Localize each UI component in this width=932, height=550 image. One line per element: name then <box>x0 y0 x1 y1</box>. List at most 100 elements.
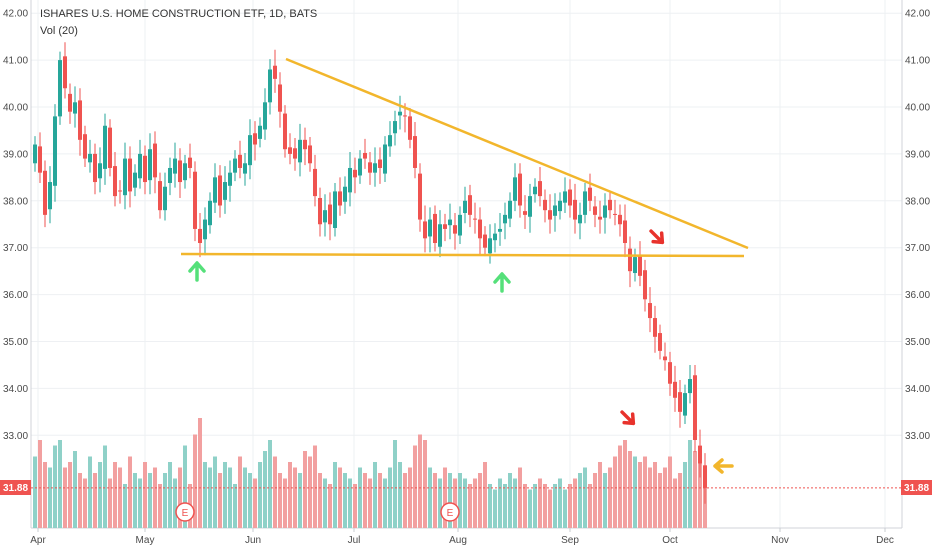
volume-bar <box>588 484 592 528</box>
candle-body <box>233 158 237 173</box>
volume-bar <box>533 484 537 528</box>
candle-body <box>293 148 297 159</box>
candle-body <box>563 191 567 203</box>
volume-bar <box>33 456 37 528</box>
volume-bar <box>523 484 527 528</box>
y-tick-label-left: 39.00 <box>3 149 28 160</box>
volume-bar <box>413 445 417 528</box>
earnings-marker[interactable]: E <box>175 502 195 522</box>
arrow-down-icon <box>620 410 636 426</box>
candle-body <box>663 356 667 361</box>
volume-bar <box>83 478 87 528</box>
arrow-left-icon <box>713 458 734 474</box>
candle-body <box>63 56 67 89</box>
x-tick-label: Oct <box>662 535 678 546</box>
earnings-marker[interactable]: E <box>440 502 460 522</box>
volume-bar <box>443 467 447 528</box>
volume-bar <box>113 462 117 528</box>
volume-bar <box>268 440 272 528</box>
volume-bar <box>693 451 697 528</box>
volume-bar <box>493 489 497 528</box>
volume-bar <box>403 473 407 528</box>
volume-bar <box>293 467 297 528</box>
volume-bar <box>323 478 327 528</box>
volume-bar <box>233 484 237 528</box>
support-trendline[interactable] <box>180 252 745 258</box>
candle-body <box>168 167 172 183</box>
candle-body <box>323 210 327 223</box>
volume-bar <box>383 478 387 528</box>
volume-bar <box>348 478 352 528</box>
candle-body <box>668 362 672 384</box>
candle-body <box>648 303 652 319</box>
y-tick-label-right: 39.00 <box>905 149 930 160</box>
candle-body <box>413 136 417 168</box>
candle-body <box>703 465 707 488</box>
candle-body <box>108 127 112 168</box>
volume-bar <box>483 462 487 528</box>
volume-bar <box>208 467 212 528</box>
candle-body <box>343 186 347 202</box>
volume-bar <box>528 489 532 528</box>
y-tick-label-left: 40.00 <box>3 103 28 114</box>
candle-body <box>608 199 612 211</box>
candle-body <box>133 172 137 188</box>
candle-body <box>88 153 92 163</box>
volume-bar <box>103 445 107 528</box>
y-tick-label-left: 41.00 <box>3 56 28 67</box>
candle-body <box>163 186 167 211</box>
volume-bar <box>313 445 317 528</box>
volume-bar <box>128 456 132 528</box>
candle-body <box>498 228 502 232</box>
candle-body <box>118 190 122 192</box>
volume-bar <box>623 440 627 528</box>
y-tick-label-right: 37.00 <box>905 243 930 254</box>
candle-body <box>598 216 602 220</box>
volume-bar <box>58 440 62 528</box>
volume-bar <box>178 467 182 528</box>
candle-body <box>693 375 697 440</box>
candle-body <box>93 153 97 183</box>
candle-body <box>128 158 132 192</box>
earnings-label: E <box>182 508 189 519</box>
candle-body <box>273 65 277 79</box>
y-tick-label-left: 38.00 <box>3 196 28 207</box>
candle-body <box>53 116 57 186</box>
volume-bar <box>583 467 587 528</box>
y-tick-label-right: 42.00 <box>905 9 930 20</box>
candle-body <box>113 166 117 197</box>
volume-bar <box>553 484 557 528</box>
volume-bar <box>248 473 252 528</box>
resistance-trendline[interactable] <box>285 57 749 250</box>
candle-body <box>288 147 292 154</box>
volume-bar <box>663 467 667 528</box>
candle-body <box>423 221 427 239</box>
volume-bar <box>338 467 342 528</box>
volume-bar <box>518 467 522 528</box>
volume-bar <box>198 418 202 528</box>
arrow-annotations <box>188 229 734 474</box>
volume-bar <box>303 451 307 528</box>
candle-body <box>518 173 522 206</box>
orange-left-arrow-last <box>713 458 734 474</box>
volume-bar <box>558 478 562 528</box>
volume-bar <box>353 484 357 528</box>
x-tick-label: Jun <box>245 535 261 546</box>
candle-body <box>153 143 157 178</box>
plot-area <box>31 0 902 528</box>
candle-body <box>283 113 287 150</box>
candle-body <box>493 233 497 241</box>
candle-body <box>48 182 52 210</box>
candle-body <box>353 169 357 178</box>
y-tick-label-left: 34.00 <box>3 384 28 395</box>
candle-body <box>58 60 62 117</box>
volume-bar <box>163 473 167 528</box>
candle-body <box>603 205 607 218</box>
volume-bar <box>158 484 162 528</box>
last-price-label-right: 31.88 <box>904 483 929 494</box>
candle-body <box>123 158 127 196</box>
candle-body <box>478 219 482 239</box>
volume-bar <box>108 478 112 528</box>
